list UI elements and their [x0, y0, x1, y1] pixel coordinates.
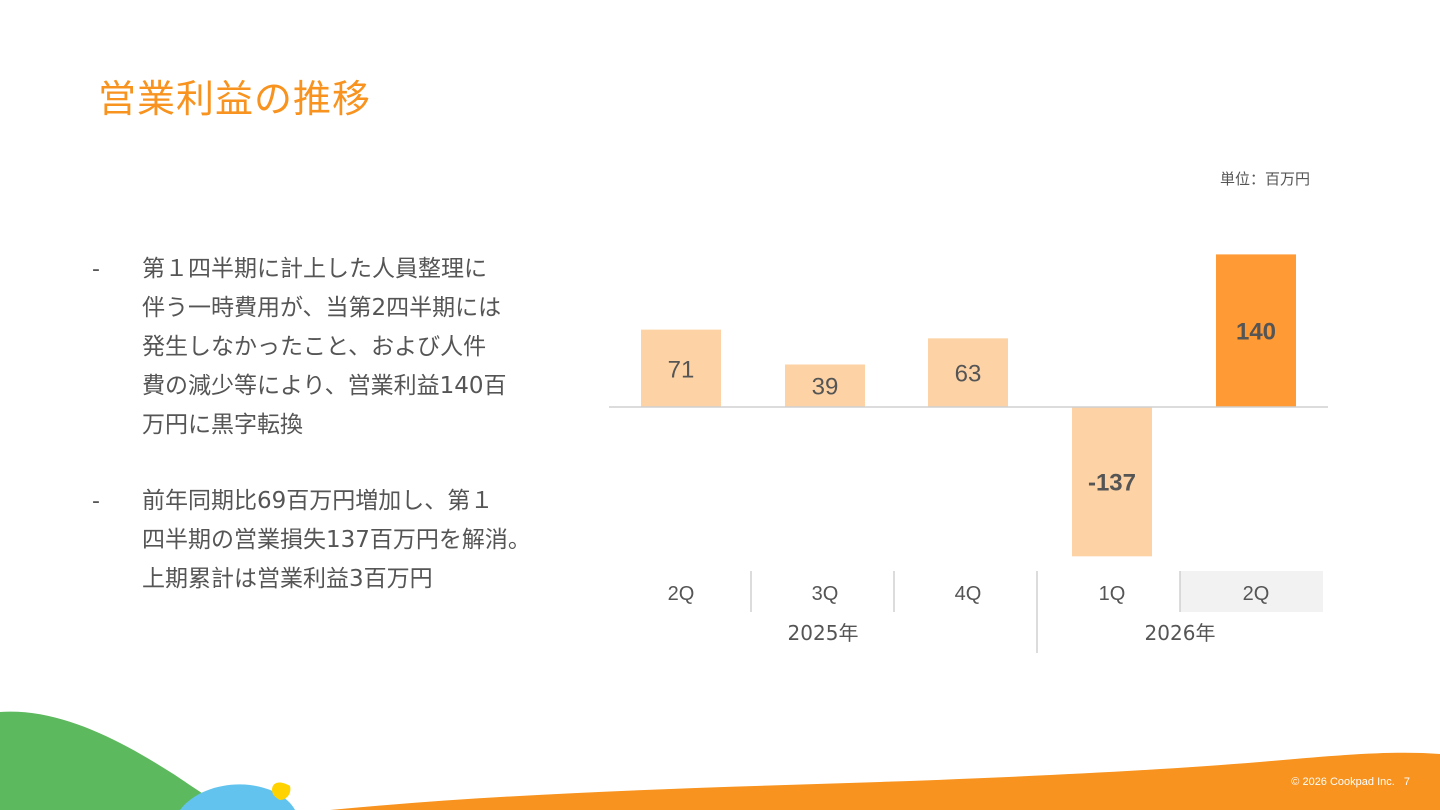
year-label: 2025年	[788, 621, 859, 645]
bullet-item: - 前年同期比69百万円増加し、第１ 四半期の営業損失137百万円を解消。 上期…	[92, 482, 612, 599]
unit-label: 単位：百万円	[1219, 170, 1310, 188]
value-label: -137	[1088, 470, 1136, 497]
bullet-item: - 第１四半期に計上した人員整理に 伴う一時費用が、当第2四半期には 発生しなか…	[92, 250, 612, 445]
yellow-dot	[272, 782, 291, 800]
value-label: 63	[955, 361, 982, 388]
value-label: 140	[1236, 319, 1276, 346]
copyright: © 2026 Cookpad Inc.	[1291, 776, 1395, 788]
category-label: 2Q	[1243, 583, 1270, 605]
bar	[641, 329, 721, 407]
bar	[785, 364, 865, 407]
page-title: 営業利益の推移	[98, 77, 372, 121]
bullet-text: 前年同期比69百万円増加し、第１ 四半期の営業損失137百万円を解消。 上期累計…	[142, 488, 531, 592]
page-number: 7	[1403, 776, 1410, 788]
category-label: 1Q	[1099, 583, 1126, 605]
value-label: 71	[668, 356, 695, 383]
bullet-marker: -	[92, 489, 100, 514]
category-label: 4Q	[955, 583, 982, 605]
green-wave	[0, 711, 230, 810]
bar	[1216, 254, 1296, 407]
highlight-category-cell	[1180, 571, 1323, 612]
bullet-marker: -	[92, 257, 100, 282]
year-label: 2026年	[1145, 621, 1216, 645]
bar	[928, 338, 1008, 407]
value-label: 39	[812, 374, 839, 401]
blue-circle	[180, 784, 295, 810]
orange-wave	[330, 752, 1440, 810]
category-label: 2Q	[668, 583, 695, 605]
bar	[1072, 407, 1152, 557]
bullet-text: 第１四半期に計上した人員整理に 伴う一時費用が、当第2四半期には 発生しなかった…	[142, 256, 507, 438]
bullet-list: - 第１四半期に計上した人員整理に 伴う一時費用が、当第2四半期には 発生しなか…	[92, 250, 612, 636]
footer: © 2026 Cookpad Inc. 7	[1285, 776, 1410, 788]
category-label: 3Q	[812, 583, 839, 605]
